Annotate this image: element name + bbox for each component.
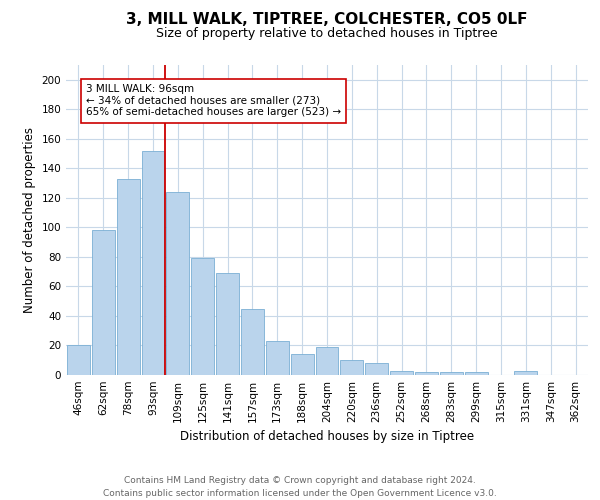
- X-axis label: Distribution of detached houses by size in Tiptree: Distribution of detached houses by size …: [180, 430, 474, 444]
- Bar: [365, 363, 388, 375]
- Bar: [291, 354, 314, 375]
- Bar: [117, 178, 140, 375]
- Y-axis label: Number of detached properties: Number of detached properties: [23, 127, 36, 313]
- Bar: [241, 308, 264, 375]
- Bar: [316, 347, 338, 375]
- Bar: [440, 372, 463, 375]
- Bar: [67, 346, 90, 375]
- Bar: [415, 372, 438, 375]
- Bar: [92, 230, 115, 375]
- Bar: [340, 360, 363, 375]
- Bar: [465, 372, 488, 375]
- Text: Contains HM Land Registry data © Crown copyright and database right 2024.
Contai: Contains HM Land Registry data © Crown c…: [103, 476, 497, 498]
- Text: Size of property relative to detached houses in Tiptree: Size of property relative to detached ho…: [156, 28, 498, 40]
- Bar: [390, 370, 413, 375]
- Bar: [142, 150, 164, 375]
- Bar: [514, 370, 537, 375]
- Text: 3 MILL WALK: 96sqm
← 34% of detached houses are smaller (273)
65% of semi-detach: 3 MILL WALK: 96sqm ← 34% of detached hou…: [86, 84, 341, 117]
- Text: 3, MILL WALK, TIPTREE, COLCHESTER, CO5 0LF: 3, MILL WALK, TIPTREE, COLCHESTER, CO5 0…: [126, 12, 528, 28]
- Bar: [216, 273, 239, 375]
- Bar: [191, 258, 214, 375]
- Bar: [266, 341, 289, 375]
- Bar: [166, 192, 189, 375]
